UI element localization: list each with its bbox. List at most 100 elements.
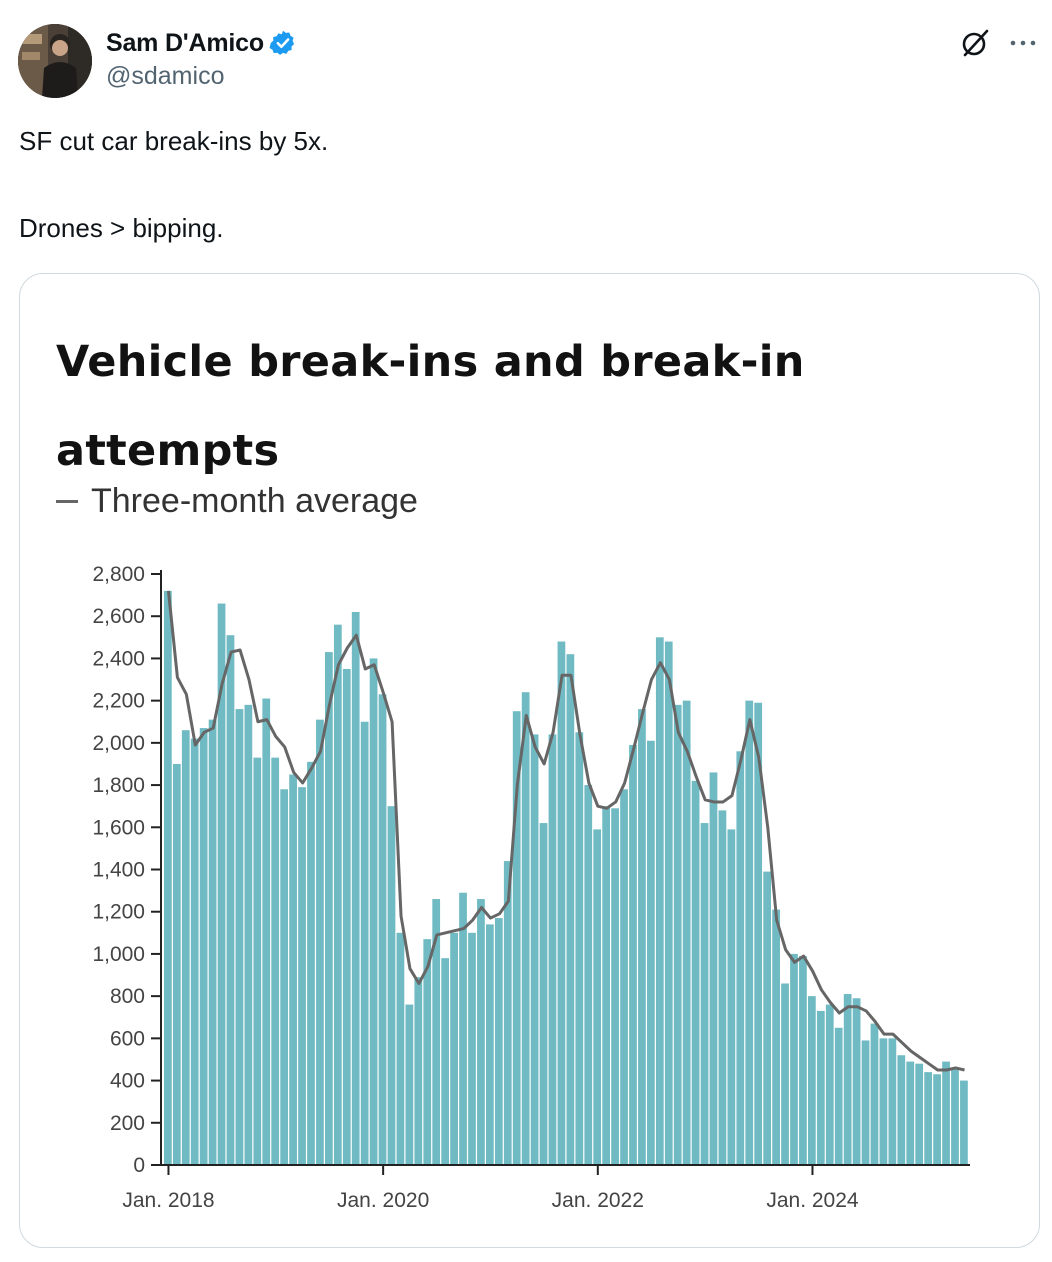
chart-bar <box>199 728 208 1165</box>
chart-bar <box>799 956 807 1165</box>
avatar-image <box>18 24 92 98</box>
y-tick-label: 2,600 <box>92 605 145 628</box>
chart-bar <box>530 734 539 1165</box>
chart-bar <box>834 1027 843 1165</box>
chart-bar <box>852 998 861 1165</box>
chart-bar <box>808 996 816 1165</box>
chart-bar <box>190 738 199 1165</box>
y-tick-label: 400 <box>110 1070 145 1093</box>
media-card[interactable]: Vehicle break-ins and break-in attempts … <box>19 273 1040 1248</box>
y-tick-label: 1,200 <box>92 901 145 924</box>
chart-bar <box>181 730 190 1165</box>
chart-bar <box>825 1004 834 1165</box>
chart-bar <box>226 635 235 1165</box>
chart-bar <box>763 871 772 1165</box>
chart-bar <box>557 641 566 1165</box>
y-tick-label: 1,400 <box>92 859 145 882</box>
chart-bar <box>942 1061 950 1165</box>
verified-badge-icon <box>269 29 297 57</box>
chart-bar <box>566 654 575 1165</box>
chart-bar <box>906 1061 915 1165</box>
chart-bar <box>709 772 718 1165</box>
chart-bar <box>951 1067 959 1165</box>
chart-bar <box>494 918 503 1165</box>
chart-bar <box>691 780 700 1165</box>
y-tick-label: 1,600 <box>92 816 145 839</box>
chart-bar <box>280 789 289 1165</box>
chart-bar <box>423 939 432 1165</box>
chart-bar <box>673 704 682 1165</box>
chart-bar <box>745 700 754 1165</box>
y-tick-label: 2,000 <box>92 732 145 755</box>
chart-bar <box>575 732 584 1165</box>
avatar[interactable] <box>18 24 92 98</box>
chart-bar <box>333 624 342 1165</box>
y-tick-label: 2,200 <box>92 690 145 713</box>
chart-bar <box>360 721 369 1165</box>
chart-bar <box>664 641 673 1165</box>
y-tick-label: 800 <box>110 985 145 1008</box>
more-options-icon[interactable] <box>1006 26 1040 60</box>
chart-bar <box>271 757 280 1165</box>
y-tick-label: 1,000 <box>92 943 145 966</box>
chart-bar <box>459 892 467 1165</box>
chart-bar <box>298 787 306 1165</box>
chart-title: Vehicle break-ins and break-in attempts <box>56 337 805 476</box>
chart-bar <box>781 983 789 1165</box>
author-name[interactable]: Sam D'Amico <box>106 28 264 57</box>
chart-bar <box>539 823 548 1165</box>
chart-bar <box>477 899 485 1165</box>
chart-bar <box>253 757 262 1165</box>
y-tick-label: 0 <box>133 1154 145 1177</box>
chart-bar <box>164 590 172 1165</box>
average-line <box>166 590 965 1072</box>
chart-bar <box>316 719 324 1165</box>
chart-bar <box>396 932 405 1165</box>
chart-bar <box>503 861 512 1165</box>
chart-bar <box>888 1038 897 1165</box>
author-handle[interactable]: @sdamico <box>106 62 225 90</box>
chart-bar <box>351 611 360 1165</box>
chart-bar <box>718 810 727 1165</box>
chart-bar <box>414 977 423 1165</box>
grok-icon[interactable] <box>958 26 992 60</box>
chart-bar <box>897 1055 906 1165</box>
chart-bar <box>933 1074 941 1165</box>
chart-bar <box>405 1004 414 1165</box>
chart-bar <box>960 1080 968 1165</box>
chart-bar <box>441 958 450 1165</box>
x-tick-label: Jan. 2022 <box>552 1189 644 1212</box>
chart-bar <box>736 751 745 1165</box>
chart-bar <box>450 932 458 1165</box>
chart-bar <box>512 711 521 1165</box>
chart-bar <box>307 761 315 1165</box>
chart-bar <box>655 637 664 1165</box>
chart-bar <box>521 692 530 1165</box>
chart-bar <box>208 719 217 1165</box>
chart-bar <box>262 698 271 1165</box>
chart-bar <box>432 899 441 1165</box>
chart-bar <box>870 1023 879 1165</box>
tweet-text-line-2: Drones > bipping. <box>19 213 224 243</box>
y-tick-label: 2,400 <box>92 647 145 670</box>
chart-bar <box>879 1038 888 1165</box>
chart-bar <box>638 709 646 1165</box>
chart-bar <box>772 909 780 1165</box>
chart-bar <box>629 744 637 1165</box>
chart-bar <box>700 823 709 1165</box>
chart-legend: Three-month average <box>56 482 418 521</box>
x-tick-label: Jan. 2020 <box>337 1189 429 1212</box>
chart-bar <box>790 953 798 1165</box>
author-row: Sam D'Amico <box>106 26 297 60</box>
chart-bar <box>915 1063 924 1165</box>
chart-bar <box>342 668 351 1165</box>
chart-bar <box>843 994 852 1165</box>
chart-bar <box>244 704 253 1165</box>
x-tick-label: Jan. 2018 <box>122 1189 214 1212</box>
chart-bar <box>172 763 181 1165</box>
chart-bar <box>682 700 691 1165</box>
chart-bar <box>924 1072 933 1165</box>
chart-bar <box>325 652 333 1165</box>
chart-bar <box>289 774 297 1165</box>
y-tick-label: 600 <box>110 1027 145 1050</box>
